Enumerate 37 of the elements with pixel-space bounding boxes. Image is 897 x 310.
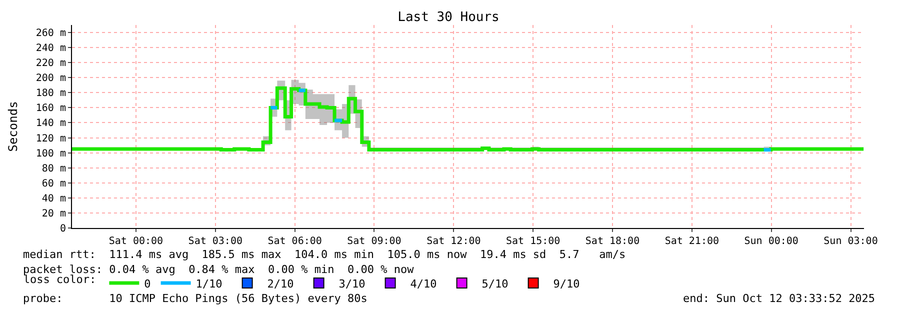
y-tick-label: 180 m [36, 88, 66, 100]
x-tick-label: Sat 00:00 [108, 236, 164, 247]
y-tick-label: 80 m [42, 163, 66, 174]
y-axis-title: Seconds [6, 101, 20, 152]
x-tick-label: Sat 15:00 [506, 236, 560, 247]
y-tick-label: 20 m [42, 208, 66, 220]
legend-label: 3/10 [338, 277, 366, 290]
y-tick-label: 40 m [42, 193, 66, 204]
x-tick-label: Sat 09:00 [347, 236, 402, 247]
x-tick-label: Sat 18:00 [585, 236, 640, 247]
chart-title: Last 30 Hours [398, 10, 500, 26]
x-tick-label: Sun 03:00 [824, 236, 878, 247]
y-tick-label: 60 m [42, 178, 66, 190]
y-tick-label: 220 m [36, 58, 66, 70]
x-tick-label: Sun 00:00 [744, 236, 798, 247]
text: packet loss: 0.04 % avg 0.84 % max 0.00 % min 0.00 % now [23, 263, 414, 276]
y-tick-label: 140 m [36, 118, 66, 130]
x-tick-label: Sat 21:00 [664, 236, 720, 247]
text: median rtt: 111.4 ms avg 185.5 ms max 104.0 ms min 105.0 ms now 19.4 ms sd 5.7 am/s [23, 248, 626, 261]
legend-label: 4/10 [410, 277, 437, 290]
y-tick-label: 100 m [36, 148, 66, 160]
legend-label: 5/10 [482, 277, 508, 290]
y-tick-label: 120 m [36, 133, 66, 144]
legend-label: 9/10 [553, 277, 580, 290]
x-tick-label: Sat 06:00 [268, 236, 322, 247]
text: probe: 10 ICMP Echo Pings (56 Bytes) every 80s [23, 292, 368, 305]
y-tick-label: 240 m [36, 43, 66, 54]
y-tick-label: 200 m [36, 73, 66, 84]
y-tick-label: 160 m [36, 103, 66, 114]
y-tick-label: 0 [60, 224, 66, 234]
text: end: Sun Oct 12 03:33:52 2025 [683, 292, 876, 305]
x-tick-label: Sat 12:00 [426, 236, 481, 247]
legend-label: 0 [144, 277, 151, 290]
x-tick-label: Sat 03:00 [188, 236, 242, 247]
legend-label: 1/10 [196, 277, 222, 290]
legend-label: 2/10 [267, 277, 294, 290]
y-tick-label: 260 m [36, 28, 66, 40]
